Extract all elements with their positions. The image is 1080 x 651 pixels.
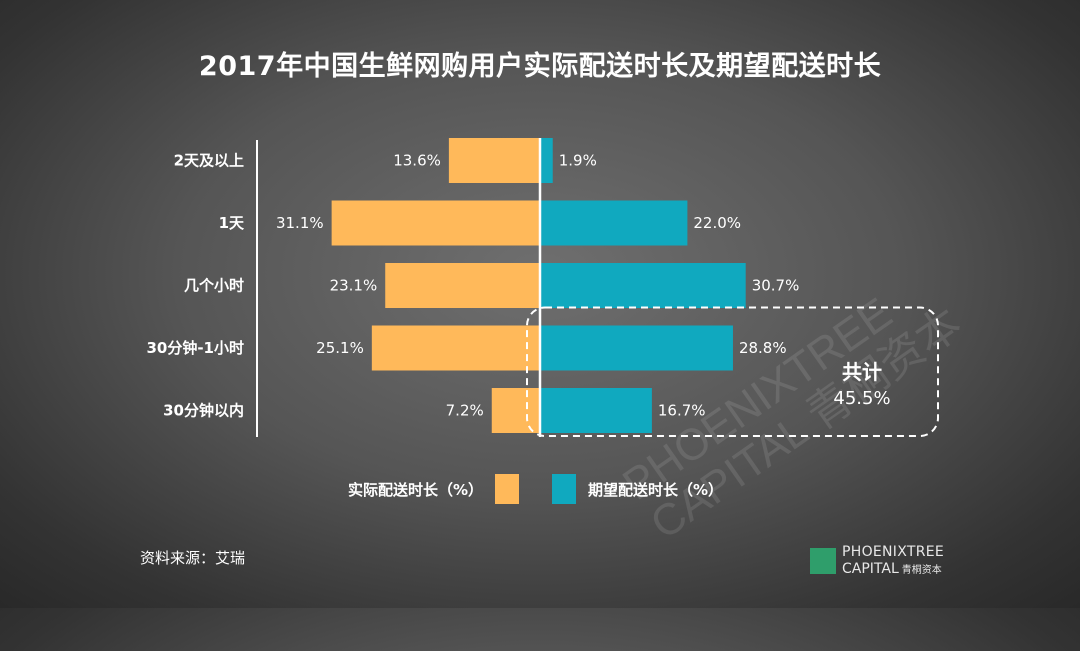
bar-expected [540, 325, 733, 371]
data-label-expected: 22.0% [693, 214, 741, 232]
data-label-actual: 7.2% [446, 402, 484, 420]
highlight-box [526, 306, 939, 437]
logo-text-cn: 青桐资本 [901, 565, 942, 576]
category-label: 30分钟-1小时 [146, 339, 244, 357]
logo-text-line-1: PHOENIXTREE [842, 544, 945, 560]
legend-item-expected: 期望配送时长（%） [552, 474, 723, 504]
source-note: 资料来源：艾瑞 [140, 549, 246, 567]
category-label: 2天及以上 [174, 152, 244, 170]
legend-swatch-expected [552, 474, 576, 504]
logo-icon [810, 548, 836, 574]
legend: 实际配送时长（%） 期望配送时长（%） [0, 474, 1080, 504]
data-label-actual: 25.1% [316, 339, 364, 357]
data-label-expected: 28.8% [739, 339, 787, 357]
category-label: 1天 [219, 214, 245, 232]
logo-text-capital: CAPITAL [842, 561, 899, 577]
category-label: 30分钟以内 [163, 402, 244, 420]
data-label-expected: 1.9% [559, 152, 597, 170]
bar-expected [540, 263, 746, 308]
bar-actual [385, 263, 540, 308]
company-logo: PHOENIXTREE CAPITAL 青桐资本 [810, 544, 970, 580]
data-label-actual: 13.6% [393, 152, 441, 170]
category-label: 几个小时 [184, 277, 244, 295]
bar-actual [331, 200, 540, 246]
logo-text-line-2: CAPITAL 青桐资本 [842, 561, 942, 577]
legend-label-actual: 实际配送时长（%） [348, 480, 484, 499]
bar-expected [540, 200, 688, 246]
data-label-actual: 23.1% [330, 277, 378, 295]
chart-title: 2017年中国生鲜网购用户实际配送时长及期望配送时长 [198, 51, 882, 82]
legend-item-actual: 实际配送时长（%） [348, 474, 520, 504]
bar-expected [540, 388, 652, 433]
data-label-expected: 30.7% [752, 277, 800, 295]
bar-actual [491, 388, 540, 433]
data-label-actual: 31.1% [276, 214, 324, 232]
bar-actual [448, 138, 540, 183]
data-label-expected: 16.7% [658, 402, 706, 420]
legend-label-expected: 期望配送时长（%） [588, 480, 724, 499]
diverging-bar-chart: 2天及以上 13.6% 1.9% 1天 31.1% 22.0% 几个小时 23.1% 30.7%… [146, 138, 939, 437]
legend-swatch-actual [495, 474, 520, 504]
total-annotation-value: 45.5% [833, 388, 890, 409]
bar-actual [371, 325, 540, 371]
total-annotation-title: 共计 [842, 360, 882, 384]
bar-expected [540, 138, 553, 183]
